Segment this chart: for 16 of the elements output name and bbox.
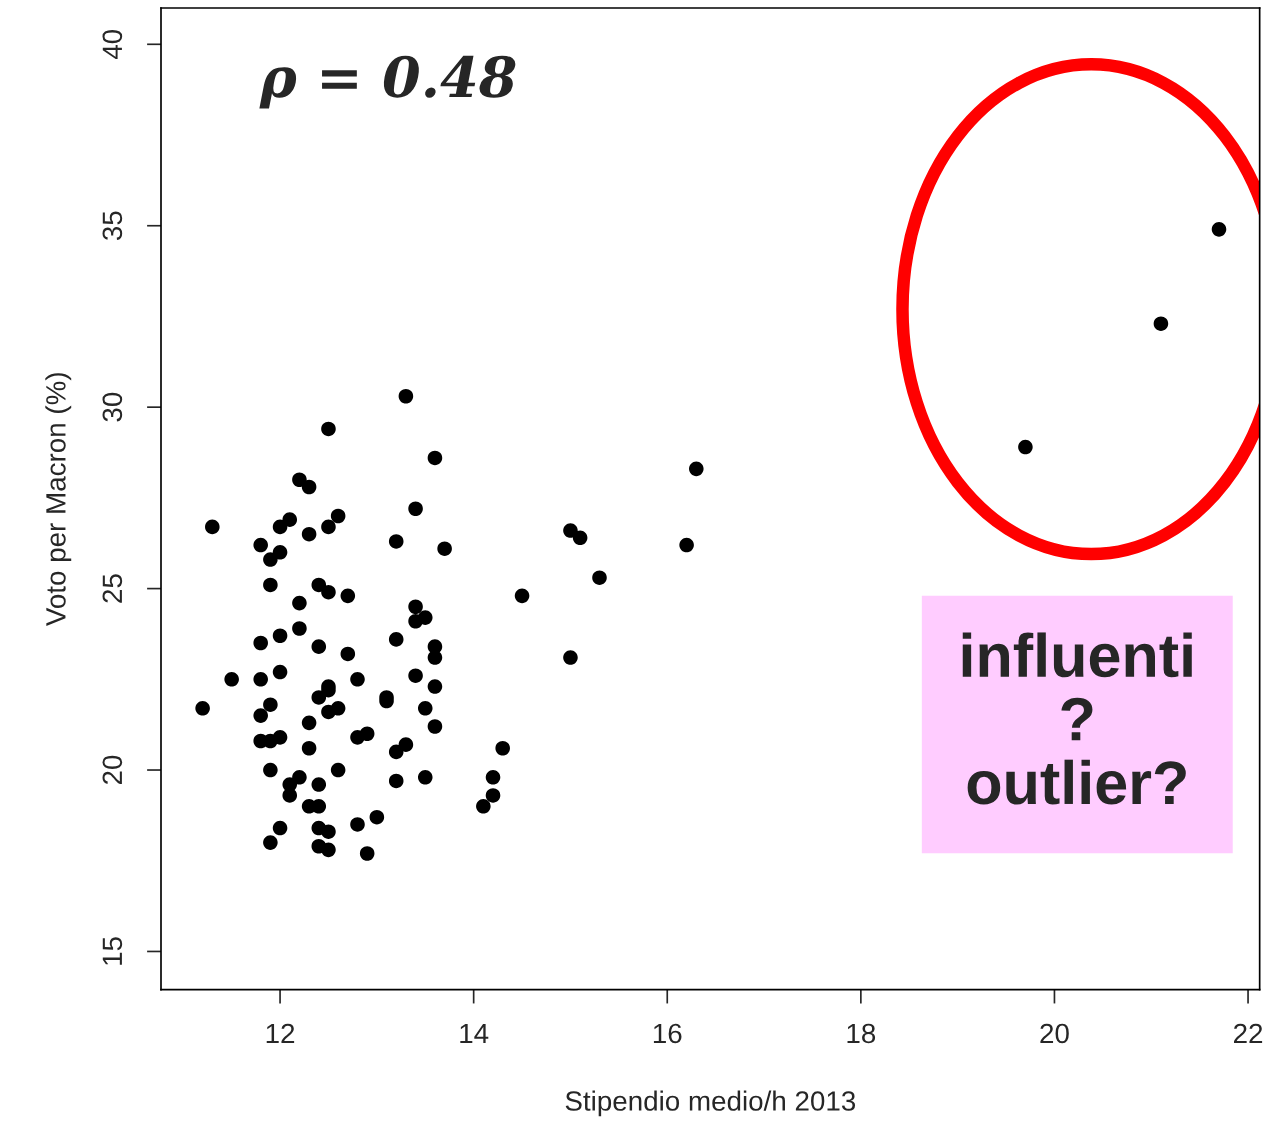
x-axis-title: Stipendio medio/h 2013 bbox=[565, 1090, 856, 1117]
x-tick-label: 22 bbox=[1234, 1023, 1263, 1044]
x-tick-label: 20 bbox=[1040, 1023, 1069, 1044]
y-tick-label: 30 bbox=[102, 392, 123, 422]
y-tick-label: 15 bbox=[102, 937, 123, 965]
annotation: influenti ? outlier? bbox=[962, 632, 1192, 805]
x-tick-label: 16 bbox=[653, 1023, 682, 1044]
x-tick-label: 14 bbox=[460, 1023, 489, 1044]
x-tick-label: 18 bbox=[847, 1023, 876, 1044]
x-tick-label: 12 bbox=[266, 1023, 295, 1044]
y-tick-label: 40 bbox=[102, 29, 123, 60]
y-tick-label: 20 bbox=[102, 755, 123, 785]
y-tick-label: 35 bbox=[102, 211, 123, 241]
y-axis-title: Voto per Macron (%) bbox=[45, 373, 72, 627]
y-tick-label: 25 bbox=[102, 574, 123, 603]
annotation: ρ = 0.48 bbox=[259, 55, 516, 109]
